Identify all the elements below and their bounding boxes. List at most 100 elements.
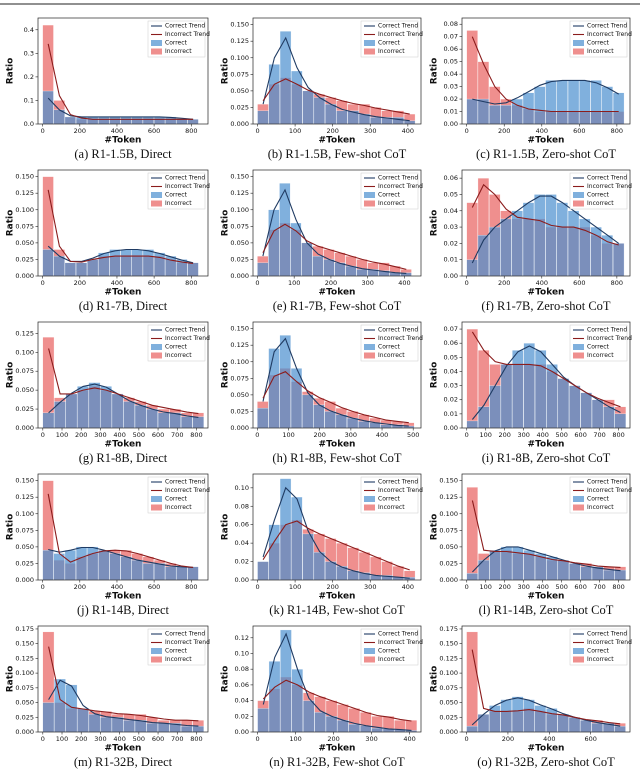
y-axis-label: Ratio <box>430 666 440 693</box>
x-axis-label: #Token <box>105 136 142 146</box>
y-tick-label: 0.04 <box>444 70 458 78</box>
y-tick-label: 0.125 <box>439 493 458 501</box>
x-tick-label: 600 <box>584 735 596 743</box>
x-tick-label: 800 <box>612 583 624 591</box>
x-tick-label: 500 <box>555 431 567 439</box>
bar <box>42 702 55 733</box>
bar <box>370 117 382 125</box>
bar <box>165 566 177 581</box>
x-tick-label: 100 <box>289 735 301 743</box>
bar <box>614 725 626 733</box>
x-tick-label: 200 <box>326 583 338 591</box>
bar <box>466 98 478 125</box>
x-tick-label: 400 <box>113 431 125 439</box>
x-tick-label: 0 <box>465 127 469 135</box>
bar <box>142 116 154 125</box>
y-tick-label: 0.08 <box>444 20 458 28</box>
legend-label: Correct Trend <box>165 479 205 486</box>
bar <box>153 563 166 581</box>
legend-label: Incorrect Trend <box>378 487 423 494</box>
x-tick-label: 100 <box>480 431 492 439</box>
trend-line <box>262 679 412 722</box>
y-axis-label: Ratio <box>430 210 440 237</box>
x-tick-label: 500 <box>133 735 145 743</box>
bar <box>109 116 121 125</box>
trend-line <box>48 679 199 727</box>
legend-swatch <box>364 352 375 359</box>
bar <box>302 394 314 429</box>
x-tick-label: 600 <box>573 127 585 135</box>
bar <box>42 90 54 125</box>
x-tick-label: 600 <box>152 735 164 743</box>
x-tick-label: 800 <box>185 127 197 135</box>
x-tick-label: 500 <box>407 431 419 439</box>
bar <box>603 569 615 581</box>
y-axis-label: Ratio <box>221 514 231 541</box>
bar <box>580 720 592 733</box>
x-tick-label: 500 <box>133 431 145 439</box>
x-tick-label: 400 <box>536 127 548 135</box>
y-tick-label: 0.04 <box>235 697 249 705</box>
legend-label: Incorrect Trend <box>165 487 210 494</box>
bar <box>324 411 336 429</box>
x-tick-label: 600 <box>148 583 160 591</box>
y-tick-label: 0.100 <box>15 206 34 214</box>
y-tick-label: 0.075 <box>230 70 249 78</box>
subplot: 0.000 0.025 0.050 0.075 0.100 0.125 0.150 0 200 4… <box>6 169 210 313</box>
axes-frame <box>37 17 209 125</box>
bar <box>557 714 569 733</box>
x-tick-label: 100 <box>288 279 300 287</box>
y-tick-label: 0.025 <box>230 103 249 111</box>
y-tick-label: 0.100 <box>15 510 34 518</box>
x-tick-label: 200 <box>499 431 511 439</box>
legend-swatch <box>151 192 162 198</box>
legend-box <box>147 20 206 58</box>
bar <box>545 194 557 277</box>
x-tick-label: 0 <box>41 127 45 135</box>
bar <box>268 348 280 429</box>
legend-swatch <box>573 648 584 654</box>
bar <box>257 561 269 581</box>
bar <box>77 708 89 733</box>
bar <box>325 716 338 733</box>
x-tick-label: 700 <box>171 735 183 743</box>
bar <box>131 559 143 581</box>
trend-line <box>262 371 409 424</box>
y-tick-label: 0.050 <box>439 699 458 707</box>
y-axis-label: Ratio <box>221 210 231 237</box>
legend-label: Correct Trend <box>165 23 205 30</box>
subplot: 0.000 0.025 0.050 0.075 0.100 0.125 0 100 200 300… <box>6 321 210 465</box>
y-tick-label: 0.125 <box>15 329 34 337</box>
y-tick-label: 0.0 <box>24 120 34 128</box>
axes-frame <box>461 625 631 733</box>
legend-label: Incorrect <box>378 504 405 511</box>
bar <box>87 259 99 277</box>
bar <box>131 249 143 277</box>
y-tick-label: 0.4 <box>24 26 34 34</box>
legend-swatch <box>364 656 375 663</box>
legend-label: Incorrect <box>378 200 405 207</box>
x-axis-label: #Token <box>319 136 356 146</box>
x-tick-label: 300 <box>345 431 357 439</box>
bar <box>500 105 512 125</box>
legend-swatch <box>573 656 584 663</box>
subplot: 0.000 0.025 0.050 0.075 0.100 0.125 0.150 0 100 2… <box>221 17 423 161</box>
y-tick-label: 0.100 <box>230 54 249 62</box>
y-tick-label: 0.150 <box>15 640 34 648</box>
subplot: 0.000 0.025 0.050 0.075 0.100 0.125 0.150 0 100 2… <box>430 473 632 617</box>
legend-label: Correct Trend <box>378 631 418 638</box>
x-tick-label: 300 <box>94 735 106 743</box>
legend-swatch <box>151 496 162 502</box>
axes-frame <box>461 17 631 125</box>
legend-label: Correct <box>378 344 401 351</box>
legend-label: Incorrect <box>165 352 192 359</box>
bar <box>591 723 603 733</box>
caption: (h) R1-8B, Few-shot CoT <box>272 451 402 465</box>
x-tick-label: 0 <box>255 431 259 439</box>
y-tick-label: 0.06 <box>444 174 458 182</box>
y-tick-label: 0.06 <box>444 339 458 347</box>
bar <box>187 119 199 125</box>
legend-label: Correct Trend <box>587 175 627 182</box>
x-tick-label: 700 <box>593 583 605 591</box>
bar <box>325 561 337 581</box>
